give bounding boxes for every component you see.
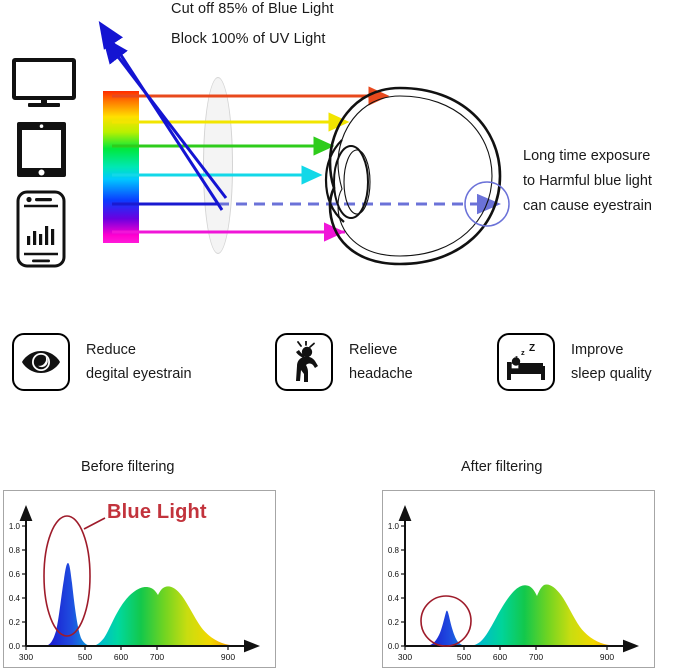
svg-text:900: 900 xyxy=(600,652,614,662)
reduced-blue-highlight-circle xyxy=(420,595,472,647)
svg-text:0.8: 0.8 xyxy=(9,546,21,555)
after-filtering-title: After filtering xyxy=(461,459,543,475)
svg-text:300: 300 xyxy=(398,652,412,662)
benefit-line1: Relieve xyxy=(349,342,398,358)
blue-light-highlight-ellipse xyxy=(43,515,91,637)
x-ticks-after xyxy=(404,646,608,650)
smartphone-icon xyxy=(16,190,66,273)
spectrum-source-bar xyxy=(103,91,139,243)
blue-light-leader-line xyxy=(83,517,106,530)
svg-text:0.6: 0.6 xyxy=(388,570,400,579)
eyestrain-note-line3: can cause eyestrain xyxy=(523,198,652,214)
svg-text:300: 300 xyxy=(19,652,33,662)
sleep-bed-icon: Z z z xyxy=(497,333,555,391)
y-tick-labels-after: 0.0 0.2 0.4 0.6 0.8 1.0 xyxy=(388,522,400,651)
headache-icon xyxy=(275,333,333,391)
blue-light-annotation: Blue Light xyxy=(107,501,207,523)
benefit-line1: Reduce xyxy=(86,342,136,358)
benefit-line2: sleep quality xyxy=(571,366,652,382)
benefit-improve-sleep: Z z z Improve sleep quality xyxy=(497,333,652,391)
eyestrain-note-line1: Long time exposure xyxy=(523,148,651,164)
svg-text:0.6: 0.6 xyxy=(9,570,21,579)
benefit-reduce-eyestrain-label: Reduce degital eyestrain xyxy=(86,338,192,386)
eye-diagram xyxy=(324,86,510,266)
svg-text:0.4: 0.4 xyxy=(388,594,400,603)
y-ticks-after xyxy=(401,525,405,647)
svg-text:1.0: 1.0 xyxy=(9,522,21,531)
svg-text:500: 500 xyxy=(78,652,92,662)
svg-text:700: 700 xyxy=(150,652,164,662)
svg-text:1.0: 1.0 xyxy=(388,522,400,531)
chart-before-filtering: 0.0 0.2 0.4 0.6 0.8 1.0 300 500 600 700 xyxy=(3,490,276,668)
svg-text:900: 900 xyxy=(221,652,235,662)
svg-text:0.0: 0.0 xyxy=(388,642,400,651)
eyestrain-note: Long time exposure to Harmful blue light… xyxy=(523,144,652,219)
svg-text:500: 500 xyxy=(457,652,471,662)
headline-uv-light: Block 100% of UV Light xyxy=(171,31,326,47)
y-tick-labels-before: 0.0 0.2 0.4 0.6 0.8 1.0 xyxy=(9,522,21,651)
monitor-icon xyxy=(12,58,76,113)
eyestrain-note-line2: to Harmful blue light xyxy=(523,173,652,189)
svg-text:0.4: 0.4 xyxy=(9,594,21,603)
svg-text:700: 700 xyxy=(529,652,543,662)
svg-text:z: z xyxy=(521,348,525,357)
tablet-icon xyxy=(16,121,67,183)
x-ticks-before xyxy=(25,646,229,650)
headline-blue-light: Cut off 85% of Blue Light xyxy=(171,1,334,17)
eye-icon xyxy=(12,333,70,391)
svg-text:600: 600 xyxy=(493,652,507,662)
svg-text:600: 600 xyxy=(114,652,128,662)
lens-shape xyxy=(203,77,233,254)
benefit-line1: Improve xyxy=(571,342,624,358)
svg-text:0.2: 0.2 xyxy=(9,618,21,627)
svg-text:0.0: 0.0 xyxy=(9,642,21,651)
benefit-relieve-headache: Relieve headache xyxy=(275,333,413,391)
spectral-curve-after xyxy=(405,584,635,646)
svg-text:0.2: 0.2 xyxy=(388,618,400,627)
svg-text:Z: Z xyxy=(529,343,535,354)
x-tick-labels-after: 300 500 600 700 900 xyxy=(398,652,614,662)
spectral-curve-before xyxy=(26,563,256,646)
chart-after-filtering: 0.0 0.2 0.4 0.6 0.8 1.0 300 500 600 700 xyxy=(382,490,655,668)
x-tick-labels-before: 300 500 600 700 900 xyxy=(19,652,235,662)
benefit-relieve-headache-label: Relieve headache xyxy=(349,338,413,386)
benefit-line2: degital eyestrain xyxy=(86,366,192,382)
y-ticks-before xyxy=(22,525,26,647)
benefit-line2: headache xyxy=(349,366,413,382)
benefit-reduce-eyestrain: Reduce degital eyestrain xyxy=(12,333,192,391)
svg-text:0.8: 0.8 xyxy=(388,546,400,555)
benefit-improve-sleep-label: Improve sleep quality xyxy=(571,338,652,386)
before-filtering-title: Before filtering xyxy=(81,459,175,475)
